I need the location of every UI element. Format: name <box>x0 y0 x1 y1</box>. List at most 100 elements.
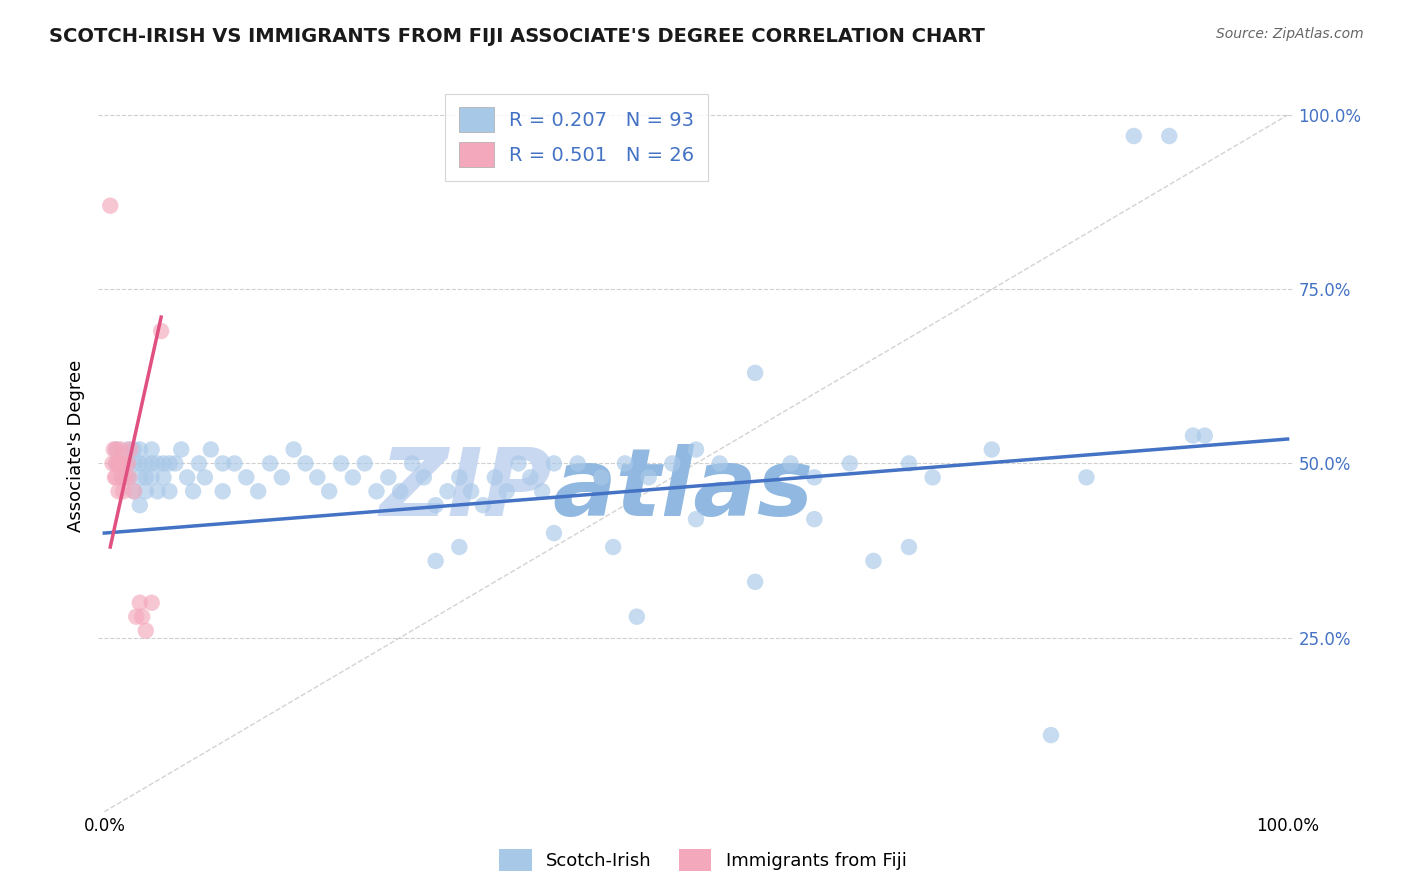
Point <box>318 484 340 499</box>
Point <box>128 457 150 471</box>
Point <box>602 540 624 554</box>
Point <box>135 457 157 471</box>
Point <box>531 484 554 499</box>
Point <box>107 484 129 499</box>
Point <box>165 457 187 471</box>
Point <box>105 470 128 484</box>
Point <box>779 457 801 471</box>
Point <box>188 457 211 471</box>
Point <box>146 484 169 499</box>
Point <box>110 442 132 457</box>
Point <box>543 457 565 471</box>
Point <box>117 442 139 457</box>
Point <box>247 484 270 499</box>
Point <box>105 457 128 471</box>
Point <box>141 470 163 484</box>
Point <box>117 470 139 484</box>
Point <box>135 470 157 484</box>
Point <box>803 512 825 526</box>
Point <box>401 457 423 471</box>
Point <box>567 457 589 471</box>
Point <box>105 457 128 471</box>
Point <box>152 470 174 484</box>
Point <box>897 540 920 554</box>
Point <box>744 574 766 589</box>
Point <box>389 484 412 499</box>
Point <box>211 484 233 499</box>
Point <box>436 484 458 499</box>
Point <box>118 470 141 484</box>
Point <box>838 457 860 471</box>
Point <box>259 457 281 471</box>
Legend: R = 0.207   N = 93, R = 0.501   N = 26: R = 0.207 N = 93, R = 0.501 N = 26 <box>446 94 707 180</box>
Y-axis label: Associate's Degree: Associate's Degree <box>66 359 84 533</box>
Point <box>150 324 173 338</box>
Point <box>921 470 943 484</box>
Point <box>105 442 128 457</box>
Point <box>105 457 128 471</box>
Point <box>111 457 134 471</box>
Point <box>111 457 134 471</box>
Point <box>122 457 145 471</box>
Point <box>449 540 471 554</box>
Point <box>128 498 150 512</box>
Point <box>135 484 157 499</box>
Point <box>194 470 217 484</box>
Point <box>637 470 659 484</box>
Point <box>128 470 150 484</box>
Text: Source: ZipAtlas.com: Source: ZipAtlas.com <box>1216 27 1364 41</box>
Point <box>425 498 447 512</box>
Point <box>120 442 142 457</box>
Point <box>98 199 121 213</box>
Point <box>104 470 127 484</box>
Point <box>1039 728 1062 742</box>
Point <box>803 470 825 484</box>
Point <box>685 442 707 457</box>
Point <box>135 624 157 638</box>
Point <box>460 484 482 499</box>
Point <box>508 457 530 471</box>
Point <box>283 442 305 457</box>
Point <box>377 470 399 484</box>
Point <box>1159 128 1181 143</box>
Point <box>181 484 204 499</box>
Legend: Scotch-Irish, Immigrants from Fiji: Scotch-Irish, Immigrants from Fiji <box>492 842 914 879</box>
Point <box>111 470 134 484</box>
Point <box>591 470 613 484</box>
Point <box>270 470 292 484</box>
Point <box>1076 470 1098 484</box>
Point <box>342 470 364 484</box>
Point <box>141 442 163 457</box>
Point <box>146 457 169 471</box>
Point <box>108 457 131 471</box>
Point <box>685 512 707 526</box>
Point <box>114 457 136 471</box>
Point <box>307 470 329 484</box>
Point <box>152 457 174 471</box>
Point <box>141 596 163 610</box>
Point <box>980 442 1002 457</box>
Point <box>294 457 316 471</box>
Point <box>200 442 222 457</box>
Point <box>117 457 139 471</box>
Point <box>128 442 150 457</box>
Point <box>103 442 125 457</box>
Point <box>122 442 145 457</box>
Point <box>224 457 246 471</box>
Point <box>141 457 163 471</box>
Point <box>412 470 434 484</box>
Point <box>211 457 233 471</box>
Point <box>626 609 648 624</box>
Point <box>170 442 193 457</box>
Point <box>105 442 128 457</box>
Point <box>484 470 506 484</box>
Point <box>744 366 766 380</box>
Point <box>112 484 135 499</box>
Point <box>114 470 136 484</box>
Point <box>449 470 471 484</box>
Point <box>353 457 375 471</box>
Point <box>131 609 153 624</box>
Point <box>176 470 198 484</box>
Text: ZIP: ZIP <box>380 444 553 536</box>
Point <box>1194 428 1216 442</box>
